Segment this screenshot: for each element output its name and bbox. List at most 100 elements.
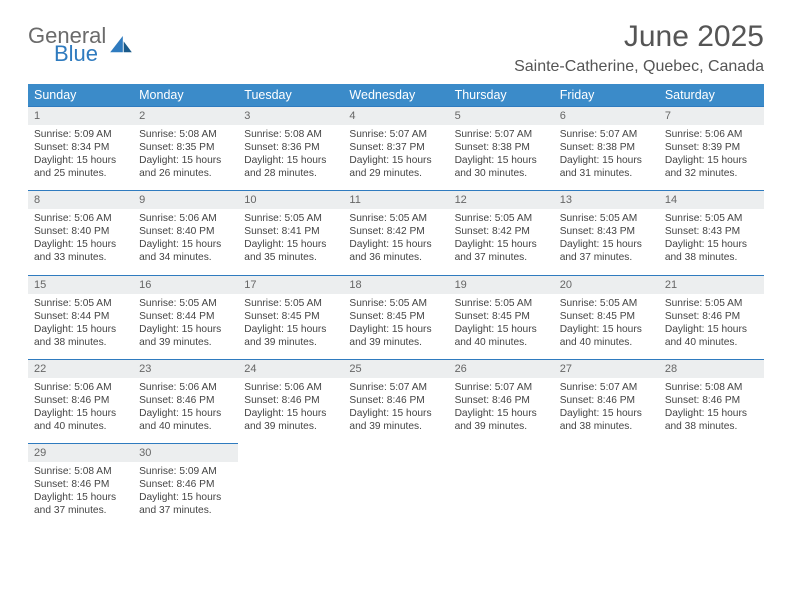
sunrise-text: Sunrise: 5:07 AM	[455, 128, 548, 141]
day-number: 10	[238, 191, 343, 210]
day-number: 18	[343, 275, 448, 294]
sunrise-text: Sunrise: 5:05 AM	[455, 212, 548, 225]
daylight-text: and 26 minutes.	[139, 167, 232, 180]
day-cell: Sunrise: 5:08 AMSunset: 8:46 PMDaylight:…	[28, 462, 133, 527]
day-cell: Sunrise: 5:07 AMSunset: 8:38 PMDaylight:…	[449, 125, 554, 191]
day-cell: Sunrise: 5:05 AMSunset: 8:42 PMDaylight:…	[343, 209, 448, 275]
daylight-text: and 37 minutes.	[455, 251, 548, 264]
sunset-text: Sunset: 8:46 PM	[349, 394, 442, 407]
day-number: 9	[133, 191, 238, 210]
daylight-text: and 38 minutes.	[34, 336, 127, 349]
sunset-text: Sunset: 8:45 PM	[349, 310, 442, 323]
day-number: 17	[238, 275, 343, 294]
sunrise-text: Sunrise: 5:09 AM	[34, 128, 127, 141]
day-number: 22	[28, 359, 133, 378]
sunset-text: Sunset: 8:45 PM	[560, 310, 653, 323]
sunrise-text: Sunrise: 5:06 AM	[34, 381, 127, 394]
daylight-text: Daylight: 15 hours	[349, 238, 442, 251]
day-cell: Sunrise: 5:05 AMSunset: 8:46 PMDaylight:…	[659, 294, 764, 360]
day-number: 30	[133, 444, 238, 463]
sunrise-text: Sunrise: 5:05 AM	[560, 212, 653, 225]
day-number-row: 22232425262728	[28, 359, 764, 378]
daylight-text: Daylight: 15 hours	[665, 407, 758, 420]
daylight-text: and 38 minutes.	[665, 420, 758, 433]
weekday-header: Friday	[554, 84, 659, 107]
day-content-row: Sunrise: 5:05 AM Sunset: 8:44 PM Daylight:…	[28, 294, 764, 360]
day-cell: Sunrise: 5:09 AMSunset: 8:34 PMDaylight:…	[28, 125, 133, 191]
day-cell: Sunrise: 5:08 AMSunset: 8:36 PMDaylight:…	[238, 125, 343, 191]
weekday-header: Sunday	[28, 84, 133, 107]
daylight-text: Daylight: 15 hours	[34, 238, 127, 251]
day-content-row: Sunrise: 5:08 AMSunset: 8:46 PMDaylight:…	[28, 462, 764, 527]
sunrise-text: Sunrise: 5:08 AM	[665, 381, 758, 394]
day-cell: Sunrise: 5:06 AMSunset: 8:46 PMDaylight:…	[28, 378, 133, 444]
day-number	[554, 444, 659, 463]
daylight-text: Daylight: 15 hours	[560, 323, 653, 336]
daylight-text: and 31 minutes.	[560, 167, 653, 180]
daylight-text: and 40 minutes.	[560, 336, 653, 349]
day-cell: Sunrise: 5:05 AMSunset: 8:42 PMDaylight:…	[449, 209, 554, 275]
sunset-text: Sunset: 8:46 PM	[560, 394, 653, 407]
day-cell: Sunrise: 5:06 AMSunset: 8:39 PMDaylight:…	[659, 125, 764, 191]
sunset-text: Sunset: 8:46 PM	[34, 478, 127, 491]
day-number	[343, 444, 448, 463]
header: General Blue June 2025 Sainte-Catherine,…	[28, 20, 764, 76]
day-number: 11	[343, 191, 448, 210]
sunset-text: Sunset: 8:42 PM	[455, 225, 548, 238]
daylight-text: Daylight: 15 hours	[34, 407, 127, 420]
sunset-text: Sunset: 8:43 PM	[560, 225, 653, 238]
daylight-text: Daylight: 15 hours	[560, 407, 653, 420]
day-cell: Sunrise: 5:05 AMSunset: 8:44 PMDaylight:…	[28, 294, 133, 360]
daylight-text: Daylight: 15 hours	[665, 238, 758, 251]
day-cell: Sunrise: 5:07 AMSunset: 8:37 PMDaylight:…	[343, 125, 448, 191]
calendar-table: Sunday Monday Tuesday Wednesday Thursday…	[28, 84, 764, 527]
day-cell: Sunrise: 5:05 AMSunset: 8:43 PMDaylight:…	[554, 209, 659, 275]
daylight-text: and 30 minutes.	[455, 167, 548, 180]
sunset-text: Sunset: 8:40 PM	[34, 225, 127, 238]
day-number-row: 2930	[28, 444, 764, 463]
daylight-text: and 28 minutes.	[244, 167, 337, 180]
sunset-text: Sunset: 8:38 PM	[560, 141, 653, 154]
daylight-text: Daylight: 15 hours	[455, 407, 548, 420]
sunset-text: Sunset: 8:43 PM	[665, 225, 758, 238]
day-cell: Sunrise: 5:08 AMSunset: 8:46 PMDaylight:…	[659, 378, 764, 444]
day-number: 1	[28, 107, 133, 126]
day-cell: Sunrise: 5:09 AMSunset: 8:46 PMDaylight:…	[133, 462, 238, 527]
sunrise-text: Sunrise: 5:05 AM	[349, 212, 442, 225]
sunrise-text: Sunrise: 5:05 AM	[244, 212, 337, 225]
sunset-text: Sunset: 8:45 PM	[244, 310, 337, 323]
sunset-text: Sunset: 8:46 PM	[139, 478, 232, 491]
day-cell	[343, 462, 448, 527]
sunrise-text: Sunrise: 5:07 AM	[560, 128, 653, 141]
day-number: 8	[28, 191, 133, 210]
sunrise-text: Sunrise: 5:07 AM	[560, 381, 653, 394]
day-number: 14	[659, 191, 764, 210]
day-cell: Sunrise: 5:07 AMSunset: 8:46 PMDaylight:…	[343, 378, 448, 444]
sunset-text: Sunset: 8:46 PM	[139, 394, 232, 407]
day-cell: Sunrise: 5:05 AMSunset: 8:45 PMDaylight:…	[554, 294, 659, 360]
sunset-text: Sunset: 8:44 PM	[139, 310, 232, 323]
daylight-text: and 34 minutes.	[139, 251, 232, 264]
sunrise-text: Sunrise: 5:06 AM	[34, 212, 127, 225]
daylight-text: and 37 minutes.	[560, 251, 653, 264]
sunrise-text: Sunrise: 5:05 AM	[244, 297, 337, 310]
day-number: 7	[659, 107, 764, 126]
daylight-text: Daylight: 15 hours	[455, 238, 548, 251]
daylight-text: and 39 minutes.	[244, 420, 337, 433]
sunrise-text: Sunrise: 5:08 AM	[34, 465, 127, 478]
day-cell	[238, 462, 343, 527]
sunset-text: Sunset: 8:46 PM	[34, 394, 127, 407]
logo-sail-icon	[110, 36, 132, 54]
daylight-text: Daylight: 15 hours	[349, 323, 442, 336]
daylight-text: and 39 minutes.	[244, 336, 337, 349]
sunrise-text: Sunrise: 5:05 AM	[665, 297, 758, 310]
day-number: 20	[554, 275, 659, 294]
sunrise-text: Sunrise: 5:05 AM	[349, 297, 442, 310]
daylight-text: and 36 minutes.	[349, 251, 442, 264]
day-cell	[554, 462, 659, 527]
day-cell: Sunrise: 5:07 AMSunset: 8:46 PMDaylight:…	[449, 378, 554, 444]
day-cell: Sunrise: 5:05 AMSunset: 8:44 PMDaylight:…	[133, 294, 238, 360]
daylight-text: and 25 minutes.	[34, 167, 127, 180]
sunset-text: Sunset: 8:46 PM	[665, 394, 758, 407]
sunrise-text: Sunrise: 5:09 AM	[139, 465, 232, 478]
